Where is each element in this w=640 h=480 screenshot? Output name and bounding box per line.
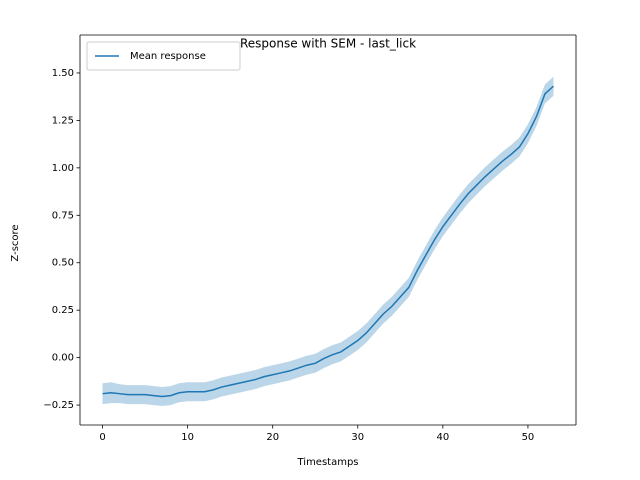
chart-title: Response with SEM - last_lick xyxy=(240,37,416,51)
y-axis-label: Z-score xyxy=(10,224,21,261)
legend-box xyxy=(86,41,241,71)
legend-label: Mean response xyxy=(130,51,206,62)
y-tick-label: 0.75 xyxy=(52,210,74,221)
y-tick-label: 1.25 xyxy=(52,115,74,126)
x-tick-label: 20 xyxy=(266,432,279,443)
x-tick-label: 0 xyxy=(99,432,105,443)
x-tick-label: 30 xyxy=(351,432,364,443)
line xyxy=(102,85,554,398)
y-tick-label: −0.25 xyxy=(43,400,74,411)
y-tick-label: 0.25 xyxy=(52,305,74,316)
y-tick-label: 1.00 xyxy=(52,163,74,174)
x-axis-label: Timestamps xyxy=(296,457,358,468)
y-tick-label: 0.00 xyxy=(52,353,74,364)
x-tick-label: 10 xyxy=(181,432,194,443)
y-tick-label: 1.50 xyxy=(52,68,74,79)
x-tick-label: 40 xyxy=(436,432,449,443)
x-tick-label: 50 xyxy=(522,432,535,443)
y-tick-label: 0.50 xyxy=(52,258,74,269)
